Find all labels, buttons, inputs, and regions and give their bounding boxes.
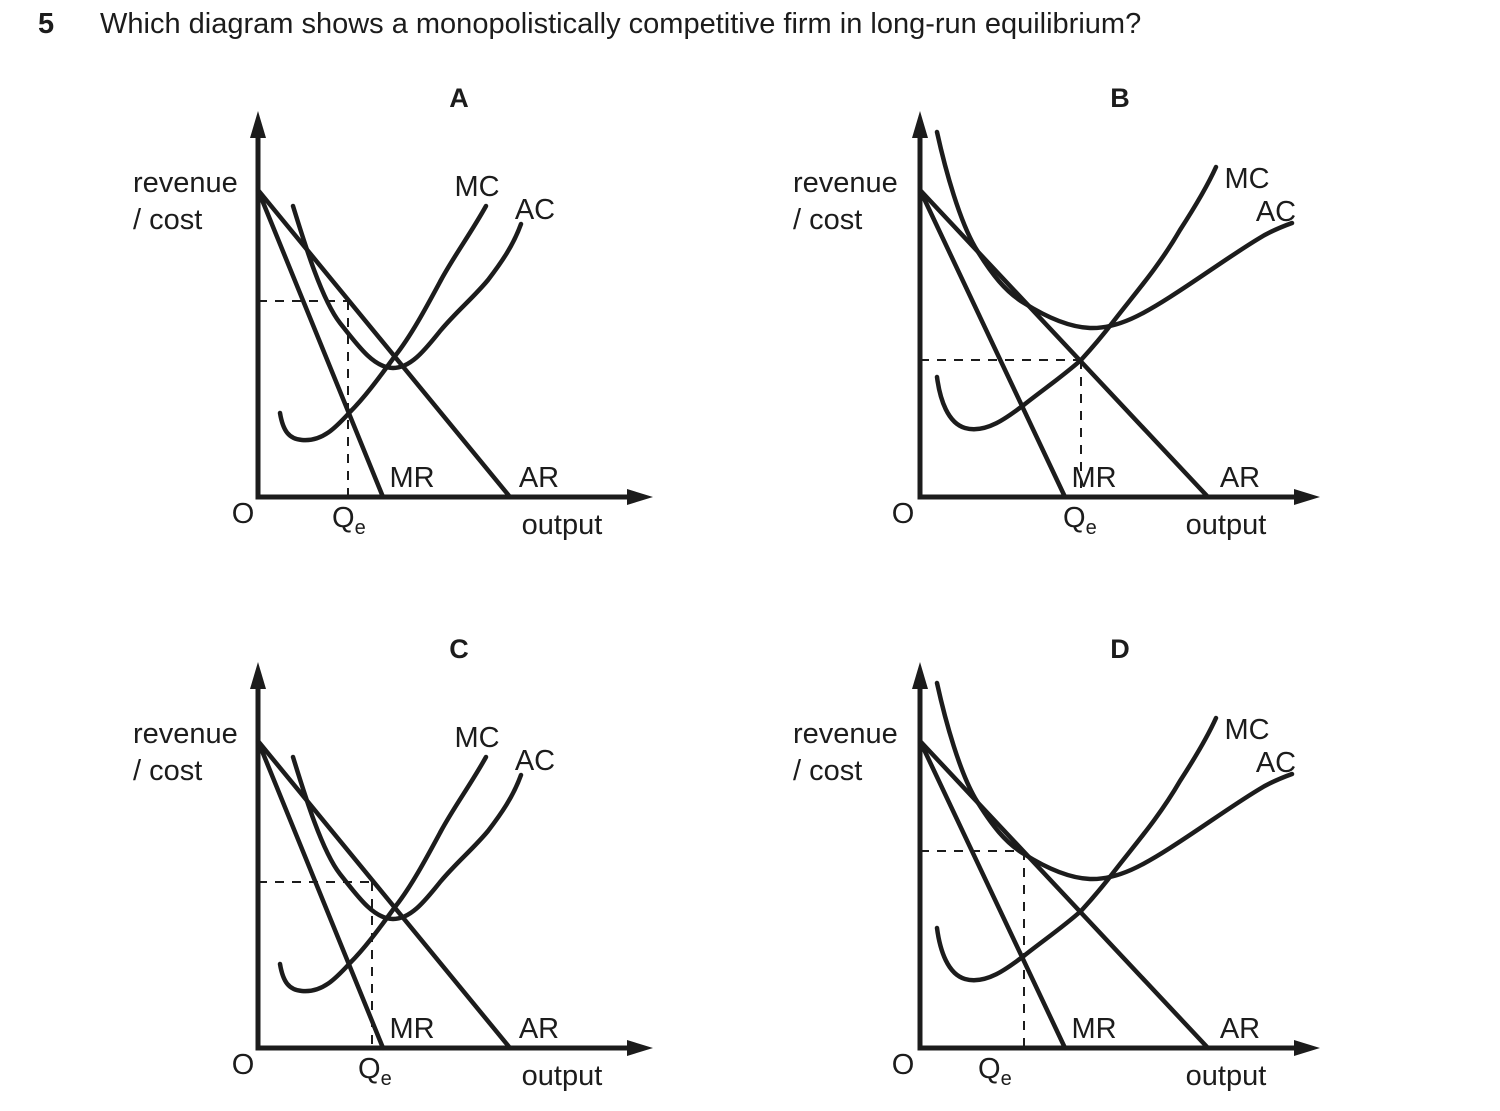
diagram-letter: B [1110, 83, 1130, 113]
mr-label: MR [1071, 1013, 1116, 1045]
diagram-b: B revenue / cost MC AC MR AR O Qe output [760, 75, 1340, 560]
mc-curve [934, 715, 1219, 983]
ac-label: AC [1256, 747, 1296, 779]
question-title: 5 Which diagram shows a monopolistically… [38, 8, 1141, 41]
mc-label: MC [1224, 714, 1269, 746]
mr-line [917, 187, 1068, 500]
y-axis-arrow-icon [912, 111, 928, 138]
y-axis-label-line1: revenue [133, 167, 238, 199]
x-axis-label: output [522, 509, 603, 541]
quantity-label: Qe [1063, 502, 1097, 539]
y-axis-label-line1: revenue [793, 167, 898, 199]
y-axis-label-line2: / cost [133, 755, 202, 787]
diagram-c-canvas: C revenue / cost MC AC MR AR O Qe output [133, 634, 653, 1092]
mr-line [917, 738, 1068, 1051]
diagram-letter: C [449, 634, 469, 664]
ar-label: AR [1220, 462, 1260, 494]
mc-curve [277, 754, 489, 994]
y-axis-arrow-icon [250, 662, 266, 689]
diagram-letter: D [1110, 634, 1130, 664]
ar-line [917, 738, 1211, 1051]
question-text: Which diagram shows a monopolistically c… [100, 8, 1142, 40]
mc-label: MC [1224, 163, 1269, 195]
ac-label: AC [515, 745, 555, 777]
ar-line [255, 187, 513, 500]
origin-label: O [892, 1049, 915, 1081]
ar-line [917, 187, 1211, 500]
y-axis-label-line2: / cost [793, 755, 862, 787]
ac-label: AC [515, 194, 555, 226]
origin-label: O [892, 498, 915, 530]
ar-label: AR [519, 462, 559, 494]
y-axis-label-line1: revenue [793, 718, 898, 750]
y-axis-arrow-icon [250, 111, 266, 138]
x-axis-arrow-icon [627, 1040, 653, 1056]
y-axis-label-line1: revenue [133, 718, 238, 750]
origin-label: O [232, 498, 255, 530]
quantity-label: Qe [358, 1053, 392, 1090]
mc-curve [934, 164, 1219, 432]
mr-label: MR [1071, 462, 1116, 494]
x-axis-arrow-icon [627, 489, 653, 505]
mc-label: MC [454, 171, 499, 203]
diagram-a-canvas: A revenue / cost MC AC MR AR O Qe output [133, 83, 653, 541]
ar-label: AR [519, 1013, 559, 1045]
diagram-c: C revenue / cost MC AC MR AR O Qe output [100, 626, 680, 1111]
origin-label: O [232, 1049, 255, 1081]
mc-label: MC [454, 722, 499, 754]
question-number: 5 [38, 8, 55, 40]
ac-curve [934, 129, 1295, 331]
mc-curve [277, 203, 489, 443]
x-axis-label: output [522, 1060, 603, 1092]
diagram-d: D revenue / cost MC AC MR AR O Qe output [760, 626, 1340, 1111]
mr-label: MR [389, 462, 434, 494]
x-axis-arrow-icon [1294, 489, 1320, 505]
ac-label: AC [1256, 196, 1296, 228]
x-axis-label: output [1186, 509, 1267, 541]
diagram-b-canvas: B revenue / cost MC AC MR AR O Qe output [793, 83, 1320, 541]
mr-label: MR [389, 1013, 434, 1045]
ac-curve [290, 203, 524, 371]
mr-line [255, 187, 386, 500]
ar-line [255, 738, 513, 1051]
diagram-a: A revenue / cost MC AC MR AR O Qe output [100, 75, 680, 560]
diagram-d-canvas: D revenue / cost MC AC MR AR O Qe output [793, 634, 1320, 1092]
x-axis-label: output [1186, 1060, 1267, 1092]
quantity-label: Qe [978, 1053, 1012, 1090]
ac-curve [290, 754, 524, 922]
mr-line [255, 738, 386, 1051]
quantity-label: Qe [332, 502, 366, 539]
y-axis-label-line2: / cost [133, 204, 202, 236]
x-axis-arrow-icon [1294, 1040, 1320, 1056]
y-axis-arrow-icon [912, 662, 928, 689]
ar-label: AR [1220, 1013, 1260, 1045]
y-axis-label-line2: / cost [793, 204, 862, 236]
diagram-letter: A [449, 83, 469, 113]
ac-curve [934, 680, 1295, 882]
